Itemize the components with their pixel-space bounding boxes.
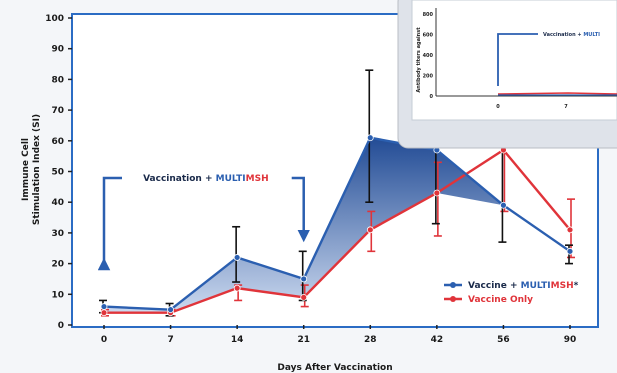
- inset-bracket: [497, 33, 538, 86]
- y-tick-label: 90: [51, 45, 64, 55]
- vaccine-only-point: [433, 189, 441, 197]
- x-tick-label: 56: [497, 335, 510, 345]
- inset-ylabel-group: Antibody titers against: [416, 27, 422, 93]
- vaccine-multimsh-point: [167, 306, 174, 314]
- vaccine-only-point: [233, 284, 241, 292]
- inset-annotation: Vaccination + MULTI: [543, 32, 600, 38]
- inset-x-tick: 7: [564, 104, 568, 110]
- vaccine-only-point: [100, 309, 108, 317]
- inset-y-label: Antibody titers against: [416, 27, 422, 93]
- x-tick-label: 90: [564, 335, 577, 345]
- x-axis-label: Days After Vaccination: [277, 363, 392, 373]
- y-tick-label: 40: [51, 198, 64, 208]
- vaccine-only-point: [566, 226, 574, 234]
- vaccine-only-point: [366, 226, 374, 234]
- annotation-brand-b: MSH: [246, 174, 269, 184]
- y-tick-label: 60: [51, 137, 64, 147]
- legend-label-red: Vaccine Only: [468, 295, 533, 305]
- y-axis-label-group: Immune Cell Stimulation Index (SI): [21, 114, 42, 225]
- vaccine-multimsh-point: [300, 275, 308, 283]
- x-tick-label: 21: [297, 335, 310, 345]
- vaccine-only-line: [104, 148, 571, 314]
- inset-y-tick: 600: [423, 33, 434, 39]
- y-tick-label: 100: [45, 14, 64, 24]
- vaccine-only-point: [300, 293, 308, 301]
- x-tick-label: 14: [231, 335, 244, 345]
- inset-plot: [411, 0, 617, 121]
- y-tick-label: 30: [51, 229, 64, 239]
- inset-x-tick: 0: [496, 104, 500, 110]
- y-axis-label-line1: Immune Cell: [21, 138, 31, 201]
- annotation-bracket-left: [97, 176, 122, 271]
- inset-y-tick: 800: [423, 12, 434, 18]
- y-tick-label: 10: [51, 290, 64, 300]
- vaccine-multimsh-point: [233, 254, 241, 261]
- legend-marker-blue: [450, 282, 456, 288]
- x-tick-label: 0: [101, 335, 107, 345]
- vaccine-multimsh-point: [566, 247, 574, 255]
- legend-label-blue: Vaccine + MULTIMSH*: [468, 281, 579, 291]
- inset-y-tick: 200: [423, 74, 434, 80]
- x-tick-label: 28: [364, 335, 377, 345]
- vaccine-multimsh-line: [103, 136, 571, 311]
- y-tick-label: 50: [51, 168, 64, 178]
- x-tick-label: 7: [167, 335, 173, 345]
- y-tick-label: 80: [51, 75, 64, 85]
- annotation-prefix: Vaccination +: [143, 174, 216, 184]
- vaccine-multimsh-point: [366, 134, 374, 142]
- inset-y-tick: 0: [430, 94, 434, 100]
- vaccine-multimsh-point: [100, 303, 108, 310]
- annotation-brand-a: MULTI: [216, 174, 246, 184]
- y-axis-label-line2: Stimulation Index (SI): [32, 114, 42, 225]
- inset-red-line: [497, 92, 617, 95]
- y-tick-label: 70: [51, 106, 64, 116]
- vaccine-multimsh-point: [500, 201, 507, 209]
- y-tick-label: 0: [58, 321, 64, 331]
- y-tick-label: 20: [51, 260, 64, 270]
- inset-y-tick: 400: [423, 53, 434, 59]
- x-tick-label: 42: [431, 335, 444, 345]
- annotation-bracket-right: [291, 176, 310, 243]
- annotation-label: Vaccination + MULTIMSH: [143, 174, 269, 184]
- legend-marker-red: [450, 296, 456, 302]
